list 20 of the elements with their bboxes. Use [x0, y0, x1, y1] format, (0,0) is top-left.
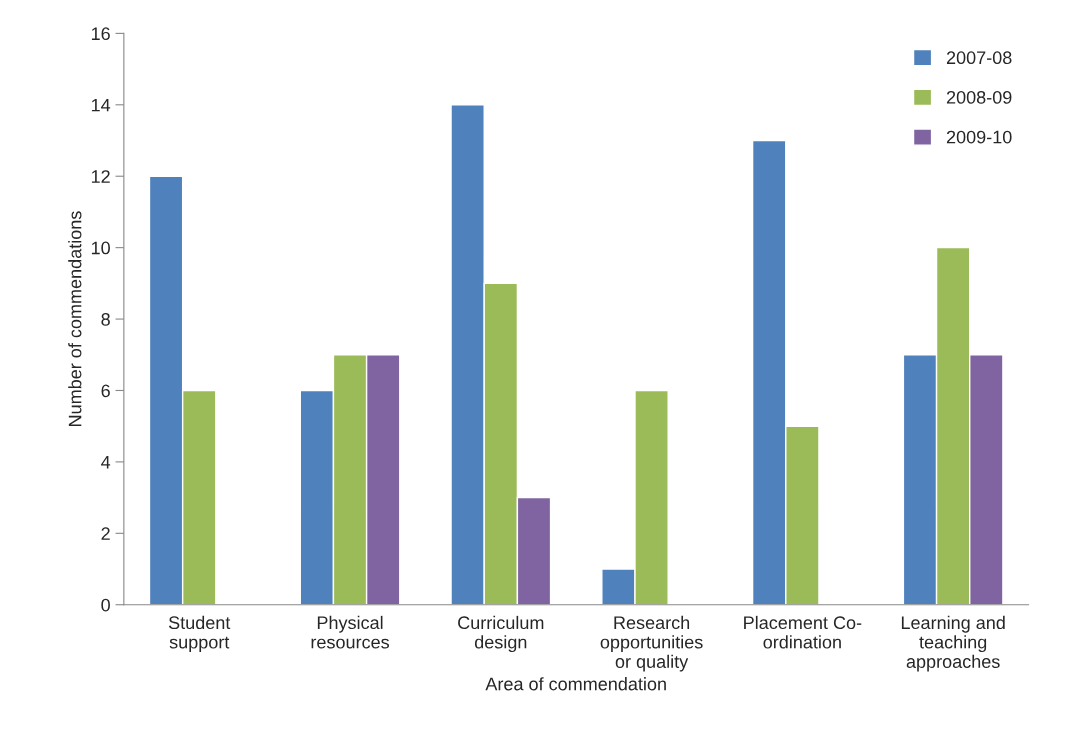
x-axis-title: Area of commendation	[485, 677, 666, 691]
y-tick-label: 0	[101, 598, 110, 612]
y-tick-label: 2	[101, 527, 110, 540]
y-tick-label: 4	[101, 456, 111, 469]
legend-label: 2007-08	[946, 51, 1012, 65]
y-tick-label: 8	[101, 312, 110, 326]
legend-label: 2008-09	[946, 90, 1012, 104]
x-tick-label: Placement Co- ordination	[744, 615, 862, 649]
y-tick-label: 6	[101, 384, 110, 398]
y-tick-label: 10	[91, 241, 110, 255]
y-tick-label: 14	[91, 98, 111, 112]
x-tick-label: Curriculum design	[458, 615, 544, 653]
legend-label: 2009-10	[946, 130, 1012, 144]
x-tick-label: Physical resources	[311, 615, 390, 649]
x-tick-label: Student support	[168, 615, 231, 653]
y-axis-title: Number of commendations	[68, 211, 82, 426]
x-tick-label: Learning and teaching approaches	[901, 615, 1005, 672]
y-tick-label: 12	[91, 170, 110, 183]
y-tick-label: 16	[91, 27, 110, 41]
x-tick-label: Research opportunities or quality	[600, 615, 703, 672]
